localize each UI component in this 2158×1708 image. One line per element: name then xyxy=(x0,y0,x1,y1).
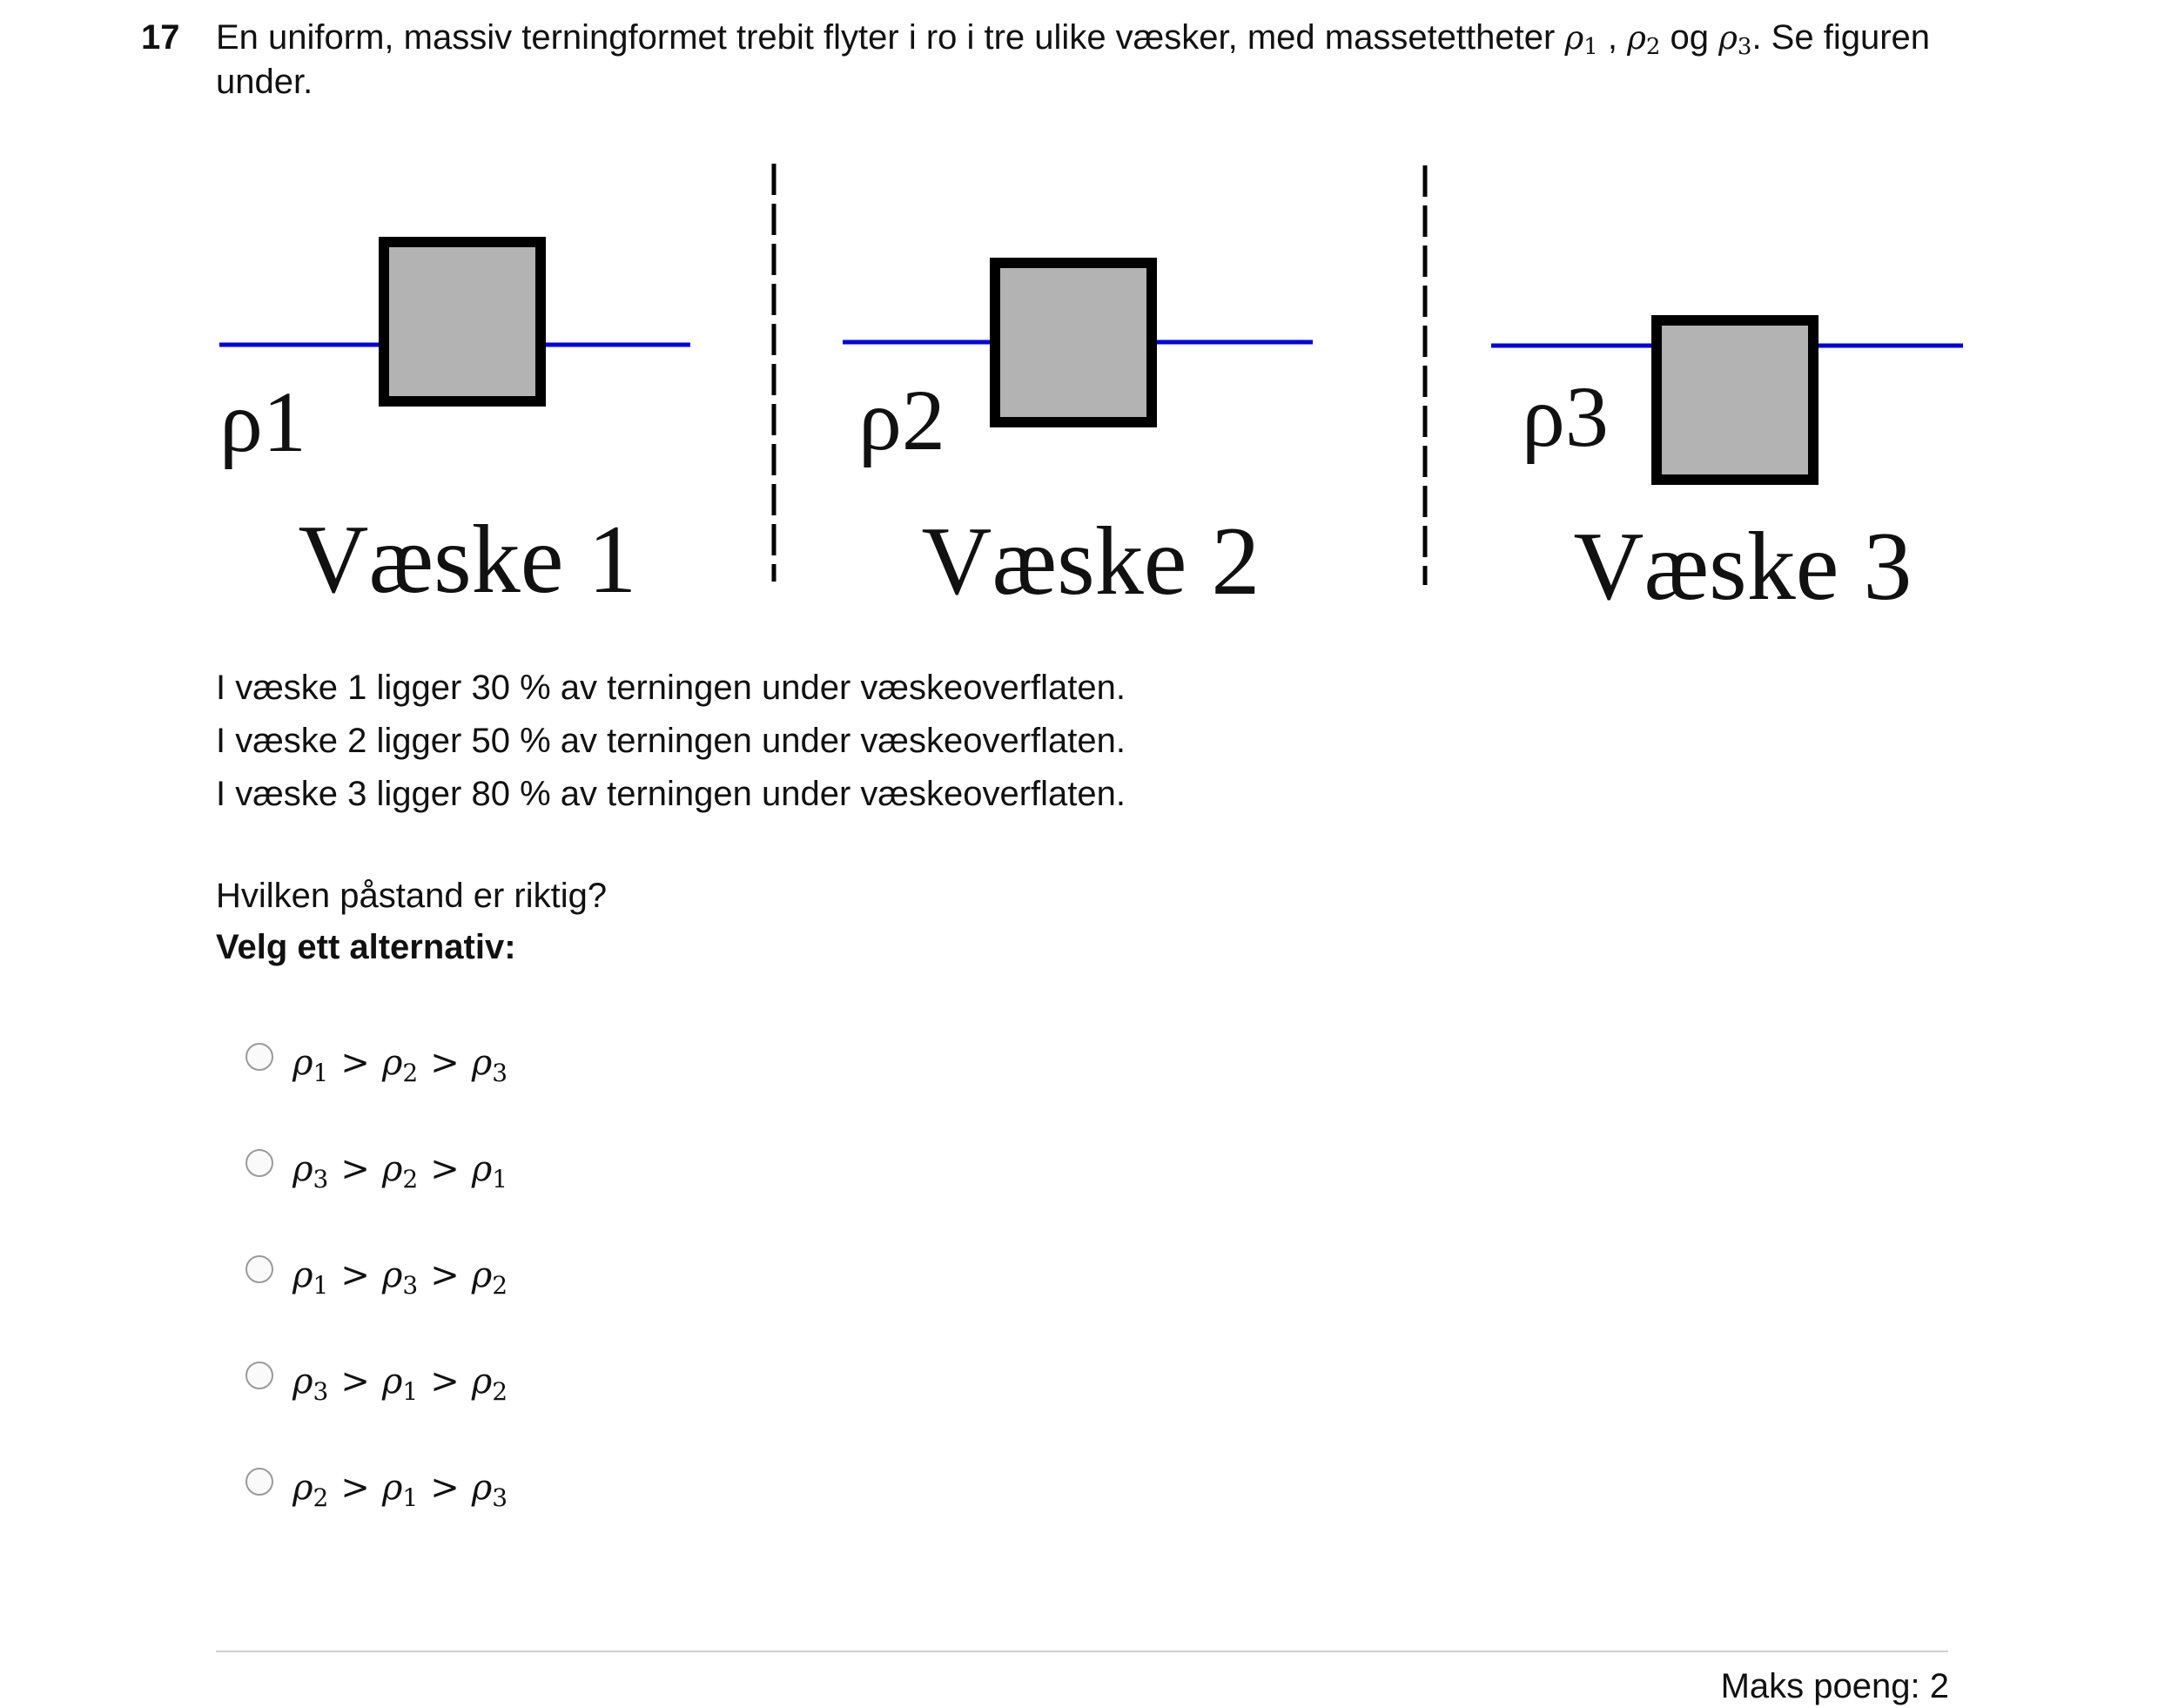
answer-option-label: ρ3 > ρ1 > ρ2 xyxy=(292,1361,508,1406)
question-prompt-block: Hvilken påstand er riktig? Velg ett alte… xyxy=(216,871,607,973)
radio-button[interactable] xyxy=(245,1468,273,1496)
floating-cubes-figure: ρ1 Væske 1 ρ2 Væske 2 ρ3 Væske 3 xyxy=(0,0,2158,627)
liquid-panel-1: ρ1 Væske 1 xyxy=(219,237,690,614)
figure-svg: ρ1 Væske 1 ρ2 Væske 2 ρ3 Væske 3 xyxy=(219,164,1963,621)
question-number: 17 xyxy=(141,18,180,57)
liquid-panel-3: ρ3 Væske 3 xyxy=(1491,315,1963,621)
question-text: En uniform, massiv terningformet trebit … xyxy=(216,16,1974,104)
question-text-before: En uniform, massiv terningformet trebit … xyxy=(216,18,1565,57)
answer-options: ρ1 > ρ2 > ρ3 ρ3 > ρ2 > ρ1 ρ1 > ρ3 > ρ2 ρ3 > ρ1 > ρ2 ρ2 > ρ… xyxy=(245,1012,508,1543)
answer-option-label: ρ1 > ρ3 > ρ2 xyxy=(292,1254,508,1300)
wood-cube-2 xyxy=(990,258,1157,427)
question-prompt: Hvilken påstand er riktig? xyxy=(216,877,608,915)
liquid-panel-2: ρ2 Væske 2 xyxy=(843,258,1313,615)
answer-option-2[interactable]: ρ3 > ρ2 > ρ1 xyxy=(245,1118,508,1224)
question-separator-1: , xyxy=(1597,18,1628,57)
rho-symbol-2: ρ2 xyxy=(1627,19,1661,60)
question-separator-2: og xyxy=(1660,18,1719,57)
answer-option-label: ρ2 > ρ1 > ρ3 xyxy=(292,1467,508,1512)
info-line-3: I væske 3 ligger 80 % av terningen under… xyxy=(216,775,1126,813)
radio-button[interactable] xyxy=(245,1362,273,1389)
info-text: I væske 1 ligger 30 % av terningen under… xyxy=(216,662,1126,821)
rho-label-1: ρ1 xyxy=(219,373,306,470)
answer-option-5[interactable]: ρ2 > ρ1 > ρ3 xyxy=(245,1436,508,1543)
question-text-after: . Se figuren under. xyxy=(216,18,1931,101)
wood-cube-3 xyxy=(1651,315,1819,485)
answer-option-label: ρ1 > ρ2 > ρ3 xyxy=(292,1042,508,1087)
info-line-2: I væske 2 ligger 50 % av terningen under… xyxy=(216,722,1126,760)
answer-option-4[interactable]: ρ3 > ρ1 > ρ2 xyxy=(245,1330,508,1436)
liquid-caption-2: Væske 2 xyxy=(922,508,1261,615)
footer-divider xyxy=(216,1651,1948,1652)
radio-button[interactable] xyxy=(245,1043,273,1071)
liquid-caption-3: Væske 3 xyxy=(1574,513,1913,621)
wood-cube-1 xyxy=(379,237,546,407)
rho-label-2: ρ2 xyxy=(858,372,945,468)
rho-symbol-1: ρ1 xyxy=(1564,19,1598,60)
rho-symbol-3: ρ3 xyxy=(1718,19,1752,60)
choose-label: Velg ett alternativ: xyxy=(216,928,516,966)
max-points: Maks poeng: 2 xyxy=(1720,1667,1949,1705)
answer-option-1[interactable]: ρ1 > ρ2 > ρ3 xyxy=(245,1012,508,1118)
rho-label-3: ρ3 xyxy=(1522,368,1609,465)
liquid-caption-1: Væske 1 xyxy=(299,506,637,614)
answer-option-label: ρ3 > ρ2 > ρ1 xyxy=(292,1148,508,1194)
info-line-1: I væske 1 ligger 30 % av terningen under… xyxy=(216,669,1126,707)
answer-option-3[interactable]: ρ1 > ρ3 > ρ2 xyxy=(245,1224,508,1330)
radio-button[interactable] xyxy=(245,1149,273,1177)
radio-button[interactable] xyxy=(245,1255,273,1283)
